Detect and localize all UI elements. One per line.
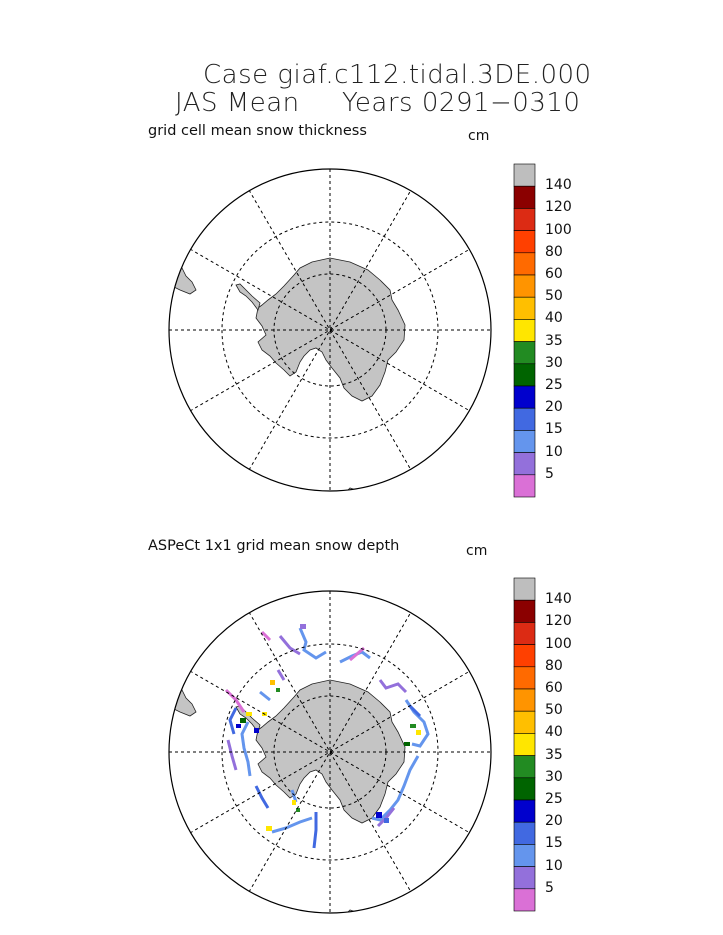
colorbar-1-swatch <box>513 230 536 254</box>
colorbar-1-tick-label: 100 <box>545 221 572 238</box>
colorbar-2-tick-label: 15 <box>545 835 563 852</box>
colorbar-1-swatch <box>513 185 536 209</box>
colorbar-2-tick-label: 140 <box>545 591 572 608</box>
colorbar-2-swatch <box>513 688 536 712</box>
colorbar-2-swatch <box>513 844 536 867</box>
colorbar-1-tick-label: 40 <box>545 310 563 327</box>
colorbar-2-swatch <box>513 710 536 734</box>
colorbar-1-swatch <box>513 208 536 231</box>
map-boundary-2 <box>168 590 492 914</box>
colorbar-1-swatch <box>513 252 536 276</box>
colorbar-2-tick-label: 40 <box>545 724 563 741</box>
colorbar-2-tick-label: 30 <box>545 768 563 785</box>
colorbar-2-swatch <box>513 821 536 845</box>
colorbar-2 <box>513 577 536 912</box>
colorbar-1-tick-label: 25 <box>545 377 563 393</box>
colorbar-2-swatch <box>513 888 536 912</box>
colorbar-1-swatch <box>513 430 536 453</box>
colorbar-1-swatch <box>513 474 536 498</box>
colorbar-1-swatch <box>513 274 536 298</box>
season-title: JAS Mean <box>175 88 300 118</box>
land-mass-1 <box>169 257 406 491</box>
colorbar-1-tick-label: 140 <box>545 177 572 194</box>
graticule-1 <box>169 169 491 491</box>
colorbar-1-swatch <box>513 341 536 365</box>
colorbar-1-swatch <box>513 407 536 431</box>
colorbar-2-swatch <box>513 577 536 601</box>
colorbar-2-tick-label: 50 <box>545 702 563 719</box>
case-title: Case giaf.c112.tidal.3DE.000 <box>203 60 592 90</box>
panel-2-unit: cm <box>466 543 488 559</box>
colorbar-1-tick-label: 60 <box>545 266 563 282</box>
colorbar-2-swatch <box>513 599 536 623</box>
colorbar-2-tick-label: 60 <box>545 680 563 696</box>
observation-cells-accent <box>236 624 421 831</box>
colorbar-2-tick-label: 100 <box>545 635 572 652</box>
colorbar-2-swatch <box>513 755 536 779</box>
colorbar-1-swatch <box>513 363 536 387</box>
years-title: Years 0291−0310 <box>342 88 581 118</box>
colorbar-1-tick-label: 30 <box>545 354 563 371</box>
map-panel-2 <box>168 590 492 914</box>
colorbar-1-tick-label: 80 <box>545 243 563 260</box>
colorbar-2-swatch <box>513 866 536 890</box>
map-boundary-1 <box>168 168 492 492</box>
graticule-2 <box>169 591 491 913</box>
colorbar-1-swatch <box>513 452 536 476</box>
colorbar-1-tick-label: 5 <box>545 465 554 482</box>
colorbar-1-swatch <box>513 319 536 342</box>
colorbar-2-swatch <box>513 799 536 823</box>
observation-tracks <box>224 627 430 849</box>
colorbar-2-tick-label: 35 <box>545 746 563 763</box>
panel-1-label: grid cell mean snow thickness <box>148 123 367 139</box>
colorbar-2-swatch <box>513 666 536 690</box>
colorbar-1-tick-label: 10 <box>545 443 563 460</box>
colorbar-1-tick-label: 35 <box>545 332 563 349</box>
map-panel-1 <box>168 168 492 492</box>
colorbar-1-tick-label: 120 <box>545 199 572 216</box>
colorbar-1-swatch <box>513 385 536 409</box>
colorbar-2-tick-label: 120 <box>545 613 572 630</box>
colorbar-2-swatch <box>513 622 536 645</box>
colorbar-2-tick-label: 20 <box>545 813 563 830</box>
colorbar-1-swatch <box>513 163 536 187</box>
colorbar-2-tick-label: 25 <box>545 791 563 807</box>
colorbar-1-tick-label: 20 <box>545 399 563 416</box>
colorbar-1-tick-label: 15 <box>545 421 563 438</box>
colorbar-2-swatch <box>513 777 536 801</box>
panel-1-unit: cm <box>468 128 490 144</box>
panel-2-label: ASPeCt 1x1 grid mean snow depth <box>148 538 400 554</box>
colorbar-2-tick-label: 10 <box>545 857 563 874</box>
colorbar-2-swatch <box>513 733 536 756</box>
colorbar-2-tick-label: 5 <box>545 879 554 896</box>
land-mass-2 <box>169 679 406 913</box>
colorbar-2-swatch <box>513 644 536 668</box>
colorbar-1-tick-label: 50 <box>545 288 563 305</box>
colorbar-2-tick-label: 80 <box>545 657 563 674</box>
colorbar-1 <box>513 163 536 498</box>
colorbar-1-swatch <box>513 296 536 320</box>
